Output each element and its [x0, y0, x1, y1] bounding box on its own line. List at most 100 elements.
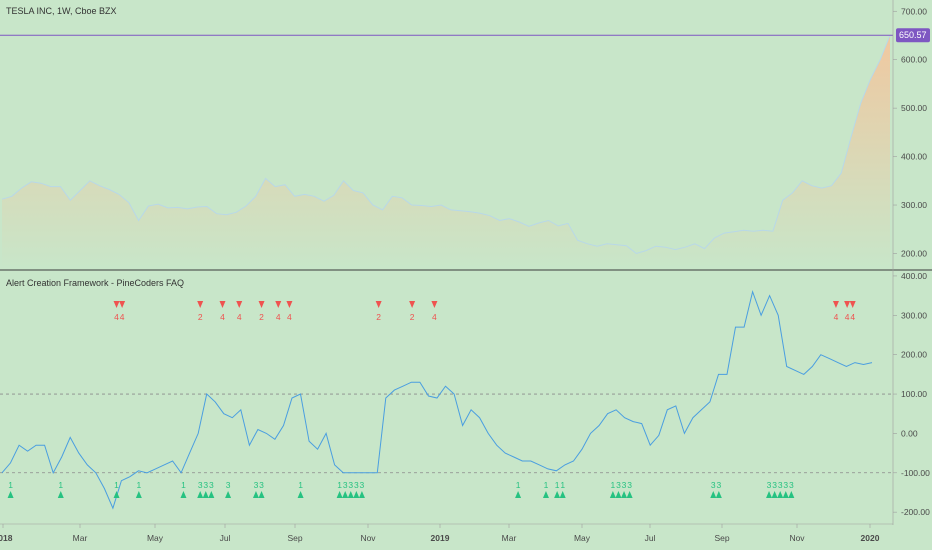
time-axis-label: Nov — [789, 533, 805, 543]
up-marker — [554, 491, 561, 498]
down-marker — [375, 301, 382, 308]
up-marker — [202, 491, 209, 498]
price-area-line — [1, 35, 891, 255]
down-marker-label: 4 — [276, 312, 281, 322]
up-marker — [542, 491, 549, 498]
up-marker-label: 1 — [8, 480, 13, 490]
down-marker — [849, 301, 856, 308]
time-axis-label: May — [574, 533, 591, 543]
down-marker-label: 2 — [410, 312, 415, 322]
main-pane[interactable]: 700.00 600.00 500.00 400.00 300.00 200.00 650… — [0, 6, 930, 269]
indicator-pane[interactable]: 400.00 300.00 200.00 100.00 0.00 -100.00 -200.… — [0, 271, 930, 517]
down-marker — [258, 301, 265, 308]
main-y-tick-label: 600.00 — [901, 55, 927, 65]
down-marker-label: 4 — [845, 312, 850, 322]
up-marker-label: 3 — [627, 480, 632, 490]
price-label-bg — [896, 28, 930, 43]
main-y-axis: 700.00 600.00 500.00 400.00 300.00 200.00 — [893, 6, 927, 258]
up-marker-label: 3 — [203, 480, 208, 490]
up-marker-label: 3 — [209, 480, 214, 490]
indicator-y-axis: 400.00 300.00 200.00 100.00 0.00 -100.00 -200.… — [893, 271, 930, 517]
up-marker — [615, 491, 622, 498]
down-marker-label: 4 — [237, 312, 242, 322]
up-marker — [135, 491, 142, 498]
up-marker-label: 1 — [58, 480, 63, 490]
up-marker-label: 3 — [226, 480, 231, 490]
down-marker — [431, 301, 438, 308]
down-marker — [832, 301, 839, 308]
price-label: 650.57 — [899, 30, 927, 40]
up-marker-label: 3 — [622, 480, 627, 490]
down-marker — [197, 301, 204, 308]
main-pane-title: TESLA INC, 1W, Cboe BZX — [6, 6, 117, 16]
up-marker — [180, 491, 187, 498]
up-marker — [197, 491, 204, 498]
up-marker — [342, 491, 349, 498]
up-marker — [7, 491, 14, 498]
up-marker-label: 3 — [616, 480, 621, 490]
up-marker — [788, 491, 795, 498]
main-y-tick-label: 400.00 — [901, 152, 927, 162]
up-marker-label: 1 — [516, 480, 521, 490]
indicator-y-tick-label: 200.00 — [901, 350, 927, 360]
time-axis[interactable]: 2018 Mar May Jul Sep Nov 2019 Mar May Jul Sep Nov 20… — [0, 524, 880, 543]
down-marker-label: 4 — [114, 312, 119, 322]
time-axis-label: Mar — [502, 533, 517, 543]
up-marker-label: 1 — [555, 480, 560, 490]
up-marker — [113, 491, 120, 498]
up-marker — [609, 491, 616, 498]
up-marker-label: 1 — [337, 480, 342, 490]
down-marker — [119, 301, 126, 308]
up-marker — [258, 491, 265, 498]
up-marker-label: 3 — [360, 480, 365, 490]
up-marker-label: 1 — [114, 480, 119, 490]
up-marker — [208, 491, 215, 498]
up-marker-label: 3 — [198, 480, 203, 490]
up-marker-label: 1 — [298, 480, 303, 490]
up-marker — [225, 491, 232, 498]
price-label-badge: 650.57 — [896, 28, 930, 43]
main-y-tick-label: 300.00 — [901, 200, 927, 210]
time-axis-label: Nov — [360, 533, 376, 543]
down-marker — [409, 301, 416, 308]
down-marker-label: 4 — [220, 312, 225, 322]
up-marker-label: 3 — [259, 480, 264, 490]
up-marker-label: 3 — [772, 480, 777, 490]
up-marker-label: 1 — [181, 480, 186, 490]
up-marker-label: 3 — [711, 480, 716, 490]
down-marker-label: 2 — [376, 312, 381, 322]
up-marker-label: 3 — [767, 480, 772, 490]
up-marker — [515, 491, 522, 498]
indicator-y-tick-label: 300.00 — [901, 310, 927, 320]
down-marker-label: 2 — [198, 312, 203, 322]
up-marker-label: 3 — [783, 480, 788, 490]
up-marker — [559, 491, 566, 498]
signal-markers: 4 4 2 4 4 2 4 4 2 2 4 4 4 41 1 1 1 1 3 3 3 3 3 3 1 1 3 3 3 3 1 1 1 1 1 3 3 3 3… — [7, 301, 856, 498]
main-y-tick-label: 200.00 — [901, 248, 927, 258]
time-axis-label: Jul — [220, 533, 231, 543]
indicator-y-tick-label: 0.00 — [901, 428, 918, 438]
up-marker — [358, 491, 365, 498]
indicator-line — [1, 289, 873, 510]
time-axis-label: May — [147, 533, 164, 543]
time-axis-label: 2020 — [861, 533, 880, 543]
up-marker — [777, 491, 784, 498]
up-marker — [621, 491, 628, 498]
up-marker-label: 1 — [136, 480, 141, 490]
up-marker — [252, 491, 259, 498]
price-area-fill — [2, 35, 890, 269]
time-axis-label: 2019 — [431, 533, 450, 543]
up-marker — [771, 491, 778, 498]
up-marker — [782, 491, 789, 498]
down-marker — [275, 301, 282, 308]
up-marker — [57, 491, 64, 498]
up-marker — [297, 491, 304, 498]
up-marker — [710, 491, 717, 498]
time-axis-label: 2018 — [0, 533, 13, 543]
time-axis-label: Sep — [287, 533, 302, 543]
up-marker-label: 3 — [778, 480, 783, 490]
indicator-pane-title: Alert Creation Framework - PineCoders FA… — [6, 278, 184, 288]
main-y-tick-label: 500.00 — [901, 103, 927, 113]
indicator-y-tick-label: -100.00 — [901, 468, 930, 478]
